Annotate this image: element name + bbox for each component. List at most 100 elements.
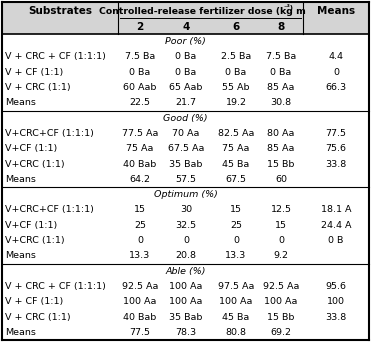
- Text: 0: 0: [333, 68, 339, 77]
- Text: 7.5 Ba: 7.5 Ba: [125, 52, 155, 62]
- Text: 6: 6: [232, 22, 240, 32]
- Text: 78.3: 78.3: [175, 328, 197, 337]
- Text: 20.8: 20.8: [175, 251, 197, 260]
- Text: 0 Ba: 0 Ba: [175, 52, 197, 62]
- Text: 85 Aa: 85 Aa: [267, 83, 295, 92]
- Text: 7.5 Ba: 7.5 Ba: [266, 52, 296, 62]
- Text: 100: 100: [327, 297, 345, 306]
- Text: 25: 25: [230, 221, 242, 230]
- Text: 67.5: 67.5: [226, 175, 246, 184]
- Text: V + CRC (1:1): V + CRC (1:1): [5, 83, 70, 92]
- Text: 0: 0: [233, 236, 239, 245]
- Text: Able (%): Able (%): [165, 267, 206, 276]
- Text: 0 Ba: 0 Ba: [129, 68, 151, 77]
- Text: Substrates: Substrates: [28, 6, 92, 16]
- Text: V + CF (1:1): V + CF (1:1): [5, 297, 63, 306]
- Text: Means: Means: [5, 175, 36, 184]
- Text: 57.5: 57.5: [175, 175, 197, 184]
- Text: Poor (%): Poor (%): [165, 37, 206, 46]
- Text: 35 Bab: 35 Bab: [169, 160, 203, 169]
- Text: V+CRC+CF (1:1:1): V+CRC+CF (1:1:1): [5, 206, 94, 214]
- Text: 80.8: 80.8: [226, 328, 246, 337]
- Text: 0: 0: [137, 236, 143, 245]
- Text: 0 Ba: 0 Ba: [270, 68, 292, 77]
- Text: 0: 0: [278, 236, 284, 245]
- Text: 77.5: 77.5: [325, 129, 347, 138]
- Text: Means: Means: [5, 328, 36, 337]
- Text: V + CF (1:1): V + CF (1:1): [5, 68, 63, 77]
- Text: Good (%): Good (%): [163, 114, 208, 123]
- Text: 13.3: 13.3: [129, 251, 151, 260]
- Text: 25: 25: [134, 221, 146, 230]
- Text: 55 Ab: 55 Ab: [222, 83, 250, 92]
- Text: 40 Bab: 40 Bab: [124, 313, 157, 321]
- Text: 100 Aa: 100 Aa: [264, 297, 298, 306]
- Text: 8: 8: [278, 22, 285, 32]
- Text: 85 Aa: 85 Aa: [267, 144, 295, 153]
- Text: 0 B: 0 B: [328, 236, 344, 245]
- Text: 33.8: 33.8: [325, 313, 347, 321]
- Text: 75 Aa: 75 Aa: [126, 144, 154, 153]
- Text: 4: 4: [182, 22, 190, 32]
- Text: 35 Bab: 35 Bab: [169, 313, 203, 321]
- Text: 15 Bb: 15 Bb: [267, 313, 295, 321]
- Text: V+CRC (1:1): V+CRC (1:1): [5, 236, 65, 245]
- Text: V+CF (1:1): V+CF (1:1): [5, 221, 57, 230]
- Text: 0: 0: [183, 236, 189, 245]
- Text: 92.5 Aa: 92.5 Aa: [263, 282, 299, 291]
- Text: 77.5: 77.5: [129, 328, 151, 337]
- Text: 24.4 A: 24.4 A: [321, 221, 351, 230]
- Text: 12.5: 12.5: [270, 206, 292, 214]
- Text: Means: Means: [5, 251, 36, 260]
- Text: 0 Ba: 0 Ba: [225, 68, 247, 77]
- Text: 22.5: 22.5: [129, 98, 151, 107]
- Text: 100 Aa: 100 Aa: [169, 282, 203, 291]
- Text: 18.1 A: 18.1 A: [321, 206, 351, 214]
- Text: 19.2: 19.2: [226, 98, 246, 107]
- Text: 4.4: 4.4: [328, 52, 344, 62]
- Text: 30: 30: [180, 206, 192, 214]
- Text: 100 Aa: 100 Aa: [169, 297, 203, 306]
- Text: 80 Aa: 80 Aa: [267, 129, 295, 138]
- Text: Controlled-release fertilizer dose (kg m: Controlled-release fertilizer dose (kg m: [99, 6, 306, 15]
- Text: V+CRC (1:1): V+CRC (1:1): [5, 160, 65, 169]
- Text: 92.5 Aa: 92.5 Aa: [122, 282, 158, 291]
- Text: 60: 60: [275, 175, 287, 184]
- Text: Optimum (%): Optimum (%): [154, 190, 217, 199]
- Text: 15: 15: [134, 206, 146, 214]
- Text: 15 Bb: 15 Bb: [267, 160, 295, 169]
- Text: 0 Ba: 0 Ba: [175, 68, 197, 77]
- Text: Means: Means: [317, 6, 355, 16]
- Text: 95.6: 95.6: [325, 282, 347, 291]
- Text: 64.2: 64.2: [129, 175, 151, 184]
- Text: 100 Aa: 100 Aa: [123, 297, 157, 306]
- Text: 15: 15: [230, 206, 242, 214]
- Text: V + CRC + CF (1:1:1): V + CRC + CF (1:1:1): [5, 282, 106, 291]
- Text: 75 Aa: 75 Aa: [222, 144, 250, 153]
- Text: 97.5 Aa: 97.5 Aa: [218, 282, 254, 291]
- Text: 33.8: 33.8: [325, 160, 347, 169]
- Text: 45 Ba: 45 Ba: [222, 160, 250, 169]
- Text: V + CRC + CF (1:1:1): V + CRC + CF (1:1:1): [5, 52, 106, 62]
- Text: 82.5 Aa: 82.5 Aa: [218, 129, 254, 138]
- Text: 75.6: 75.6: [325, 144, 347, 153]
- Text: 77.5 Aa: 77.5 Aa: [122, 129, 158, 138]
- Bar: [2, 2, 369, 34]
- Text: V + CRC (1:1): V + CRC (1:1): [5, 313, 70, 321]
- Text: 30.8: 30.8: [270, 98, 292, 107]
- Text: 100 Aa: 100 Aa: [219, 297, 253, 306]
- Text: 45 Ba: 45 Ba: [222, 313, 250, 321]
- Text: 40 Bab: 40 Bab: [124, 160, 157, 169]
- Text: 2.5 Ba: 2.5 Ba: [221, 52, 251, 62]
- Text: 21.7: 21.7: [175, 98, 197, 107]
- Text: 32.5: 32.5: [175, 221, 197, 230]
- Text: 9.2: 9.2: [273, 251, 289, 260]
- Text: 67.5 Aa: 67.5 Aa: [168, 144, 204, 153]
- Text: Means: Means: [5, 98, 36, 107]
- Text: 65 Aab: 65 Aab: [169, 83, 203, 92]
- Text: ⁻³): ⁻³): [283, 4, 293, 11]
- Text: 66.3: 66.3: [325, 83, 347, 92]
- Text: 60 Aab: 60 Aab: [123, 83, 157, 92]
- Text: V+CF (1:1): V+CF (1:1): [5, 144, 57, 153]
- Text: 2: 2: [137, 22, 144, 32]
